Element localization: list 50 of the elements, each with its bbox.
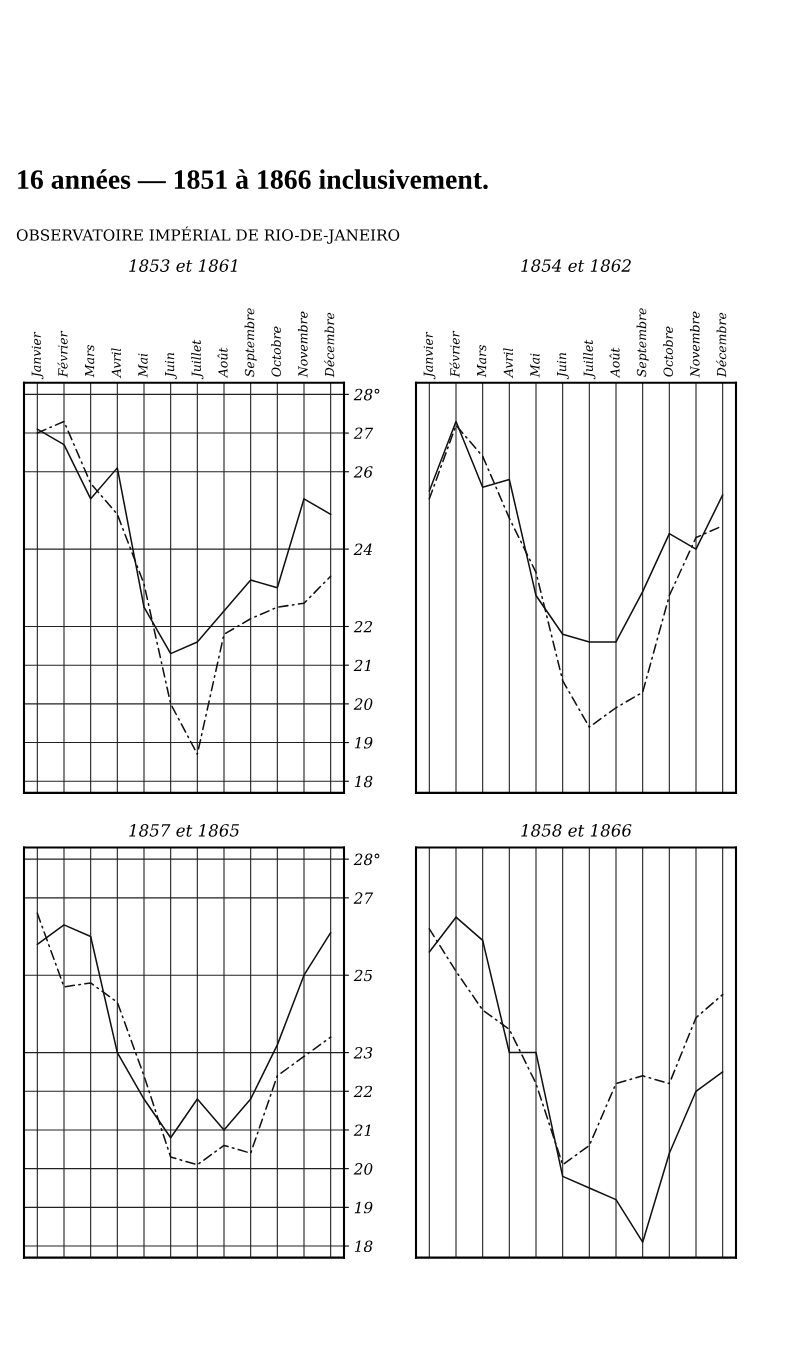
chart-title: 1857 et 1865 bbox=[129, 824, 239, 837]
x-tick-label: Mars bbox=[477, 344, 487, 378]
chart-title: 1853 et 1861 bbox=[129, 259, 237, 272]
y-tick-label: 18 bbox=[354, 1240, 373, 1253]
y-tick-label: 27 bbox=[353, 892, 374, 904]
y-tick-label: 21 bbox=[353, 1124, 371, 1136]
line-series bbox=[36, 420, 332, 755]
y-tick-label: 28° bbox=[353, 853, 380, 866]
x-tick-label: Octobre bbox=[271, 326, 281, 377]
line-series bbox=[36, 912, 332, 1166]
x-tick-label: Février bbox=[449, 330, 460, 378]
y-tick-label: 18 bbox=[354, 775, 373, 788]
y-tick-label: 27 bbox=[353, 427, 374, 439]
x-tick-label: Décembre bbox=[716, 312, 727, 378]
text: OBSERVATOIRE IMPÉRIAL DE RIO-DE-JANEIRO bbox=[16, 226, 400, 244]
x-tick-label: Mai bbox=[530, 353, 540, 378]
y-tick-label: 21 bbox=[353, 659, 371, 671]
text: 16 années — 1851 à 1866 inclusivement. bbox=[18, 169, 488, 190]
x-tick-label: Novembre bbox=[297, 311, 308, 378]
x-tick-label: Septembre bbox=[244, 308, 257, 377]
chart-title: 1858 et 1866 bbox=[521, 824, 632, 837]
x-tick-label: Juin bbox=[556, 352, 569, 380]
x-tick-label: Octobre bbox=[663, 326, 673, 377]
y-tick-label: 23 bbox=[353, 1047, 373, 1059]
x-tick-label: Juillet bbox=[191, 339, 204, 380]
x-tick-label: Décembre bbox=[324, 312, 335, 378]
x-tick-label: Septembre bbox=[636, 308, 649, 377]
y-tick-label: 19 bbox=[354, 1201, 373, 1214]
y-tick-label: 20 bbox=[353, 1163, 373, 1175]
x-tick-label: Janvier bbox=[423, 331, 436, 380]
x-tick-label: Mai bbox=[138, 353, 148, 378]
x-tick-label: Mars bbox=[85, 344, 95, 378]
chart-title: 1854 et 1862 bbox=[521, 259, 631, 272]
x-tick-label: Janvier bbox=[31, 331, 44, 380]
y-tick-label: 22 bbox=[353, 620, 373, 633]
y-tick-label: 20 bbox=[353, 698, 373, 710]
x-tick-label: Août bbox=[217, 347, 228, 379]
x-tick-label: Novembre bbox=[689, 311, 700, 378]
y-tick-label: 25 bbox=[353, 969, 373, 982]
x-tick-label: Avril bbox=[111, 348, 121, 379]
y-tick-label: 28° bbox=[353, 388, 380, 401]
y-tick-label: 26 bbox=[353, 466, 373, 478]
x-tick-label: Avril bbox=[503, 348, 513, 379]
x-tick-label: Février bbox=[57, 330, 68, 378]
x-tick-label: Juillet bbox=[583, 339, 596, 380]
y-tick-label: 19 bbox=[354, 737, 373, 749]
x-tick-label: Juin bbox=[164, 352, 177, 380]
y-tick-label: 24 bbox=[353, 543, 373, 555]
y-tick-label: 22 bbox=[353, 1085, 373, 1098]
x-tick-label: Août bbox=[609, 347, 620, 379]
